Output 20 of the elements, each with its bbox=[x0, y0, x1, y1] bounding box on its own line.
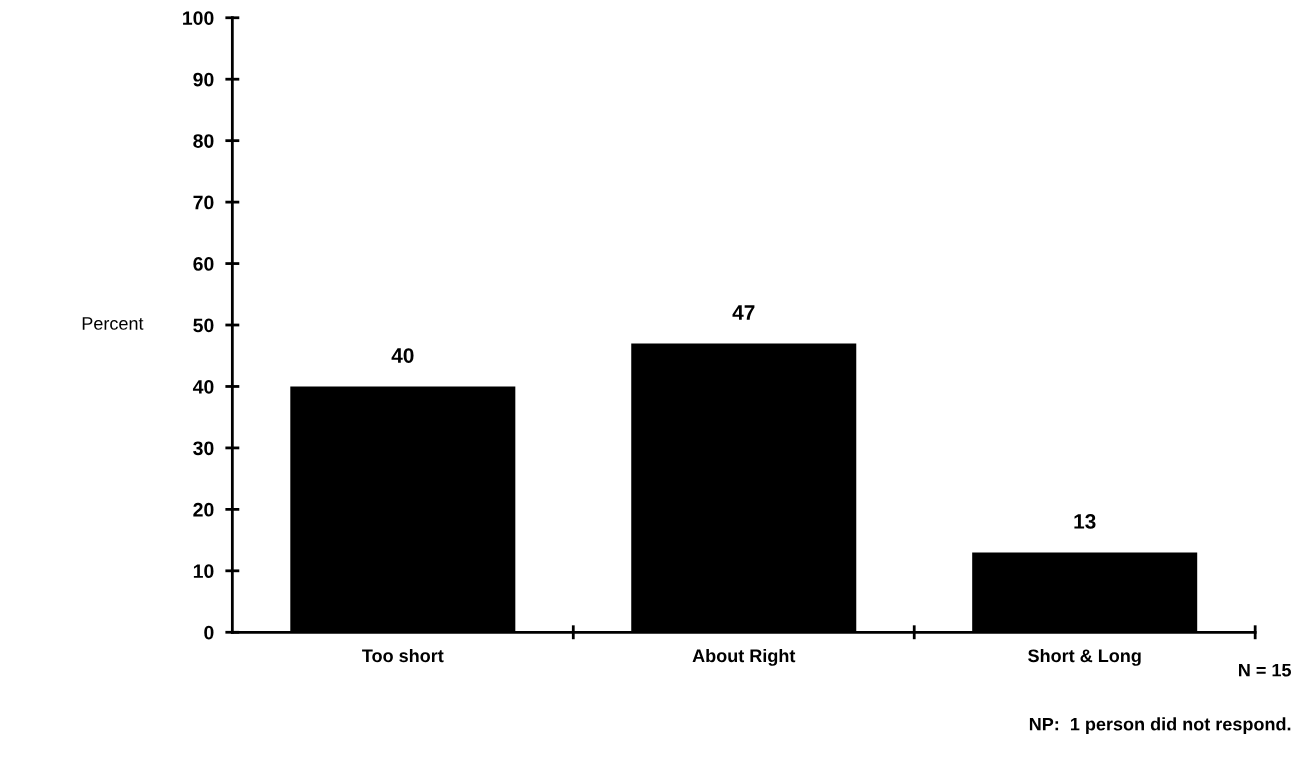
y-tick-label: 0 bbox=[204, 625, 214, 640]
data-label: 47 bbox=[732, 305, 755, 320]
y-tick-label: 30 bbox=[193, 441, 214, 456]
data-label: 13 bbox=[1074, 514, 1096, 529]
x-tick-label: Short & Long bbox=[1028, 648, 1141, 666]
y-tick-label: 50 bbox=[193, 318, 214, 333]
y-tick-label: 10 bbox=[193, 564, 214, 579]
y-tick-label: 100 bbox=[183, 11, 214, 25]
y-tick-label: 60 bbox=[193, 257, 214, 271]
text: NP: 1 person did not respond. bbox=[1029, 717, 1291, 735]
y-tick-label: 40 bbox=[192, 379, 214, 394]
y-tick-label: 20 bbox=[193, 502, 214, 517]
y-tick-label: 80 bbox=[193, 134, 214, 148]
x-tick-label: About Right bbox=[692, 648, 796, 666]
y-tick-label: 90 bbox=[193, 72, 214, 87]
x-tick-label: Too short bbox=[362, 648, 444, 663]
text: N = 15 bbox=[1239, 663, 1292, 677]
data-label: 40 bbox=[391, 348, 414, 363]
y-axis-title: Percent bbox=[82, 317, 144, 330]
y-tick-label: 70 bbox=[193, 195, 214, 210]
